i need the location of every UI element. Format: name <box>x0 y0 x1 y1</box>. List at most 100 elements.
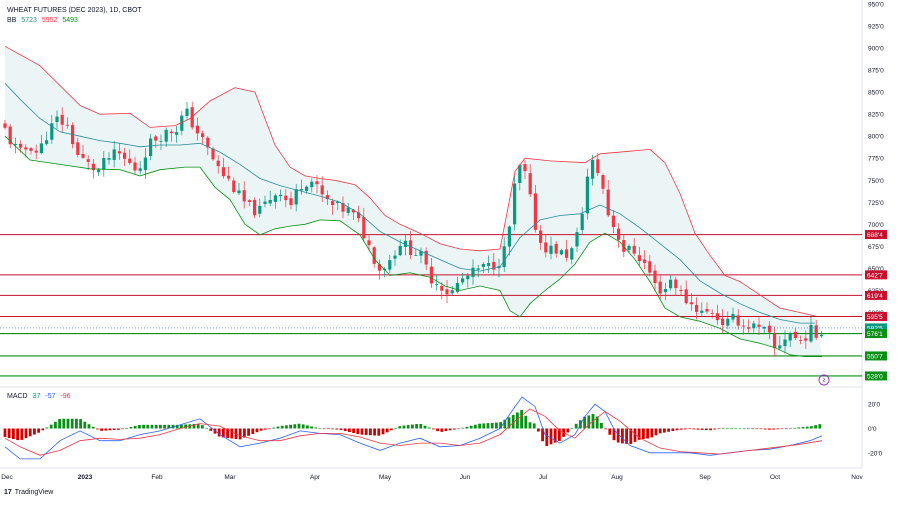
candle-body <box>736 315 740 326</box>
candle-body <box>268 199 272 204</box>
macd-axis[interactable]: 20'0 0'0 -20'0 <box>868 402 883 458</box>
price-tick-label: 775'0 <box>868 156 884 163</box>
candle-body <box>710 312 714 314</box>
candle-body <box>643 259 647 263</box>
candle-body <box>689 302 693 305</box>
candle-body <box>305 186 309 191</box>
macd-histogram-bar <box>709 428 712 431</box>
candle-body <box>336 201 340 204</box>
macd-histogram-bar <box>112 428 116 431</box>
macd-histogram-bar <box>327 428 330 430</box>
candle-body <box>637 255 641 262</box>
macd-histogram-bar <box>24 428 28 439</box>
candle-body <box>351 209 355 213</box>
macd-histogram-bar <box>642 428 645 440</box>
time-tick-label: Sep <box>699 474 711 481</box>
price-tick-label: 800'0 <box>868 134 884 141</box>
candle-body <box>97 169 101 173</box>
macd-histogram-bar <box>91 426 95 429</box>
macd-histogram-bar <box>432 428 435 430</box>
candle-body <box>242 190 246 202</box>
macd-histogram-bar <box>255 428 259 433</box>
macd-histogram-bar <box>524 415 528 429</box>
candle-body <box>674 279 678 289</box>
macd-legend: MACD 37 -57 -96 <box>7 393 71 400</box>
candle-body <box>294 189 298 205</box>
macd-histogram-bar <box>108 428 112 431</box>
macd-histogram-bar <box>768 428 771 430</box>
macd-histogram-bar <box>688 428 691 430</box>
macd-histogram-bar <box>251 428 255 434</box>
candle-body <box>206 137 210 148</box>
macd-histogram-bar <box>621 428 624 444</box>
candle-body <box>216 160 220 167</box>
candle-body <box>523 164 527 172</box>
candle-body <box>86 159 90 162</box>
macd-histogram-bar <box>797 427 801 429</box>
macd-histogram-bar <box>499 422 502 429</box>
macd-histogram-bar <box>41 428 45 431</box>
candle-body <box>29 148 33 151</box>
macd-histogram-bar <box>226 428 229 438</box>
time-axis[interactable]: Dec 2023 Feb Mar Apr May Jun Jul Aug Sep Oct Nov <box>1 474 863 481</box>
macd-histogram-bar <box>314 427 318 429</box>
macd-histogram-bar <box>87 424 91 429</box>
macd-histogram-bar <box>133 426 137 429</box>
candle-body <box>341 203 345 212</box>
candle-body <box>455 282 459 292</box>
candle-body <box>481 263 485 267</box>
candle-body <box>679 289 683 292</box>
candle-body <box>450 290 454 294</box>
macd-histogram-bar <box>427 427 431 429</box>
macd-histogram-bar <box>373 428 376 436</box>
macd-histogram-bar <box>360 428 364 435</box>
bb-legend: BB 5723 5952 5493 <box>7 17 78 24</box>
tradingview-brand[interactable]: 17 TradingView <box>4 489 53 496</box>
candle-body <box>13 144 17 145</box>
macd-histogram-bar <box>121 428 124 430</box>
replay-icon[interactable] <box>818 374 830 386</box>
macd-histogram-bar <box>180 424 183 429</box>
macd-histogram-bar <box>465 426 469 429</box>
macd-histogram-bar <box>818 424 822 429</box>
macd-histogram-bar <box>289 424 292 429</box>
candles[interactable] <box>3 101 823 357</box>
candle-body <box>570 248 574 260</box>
macd-histogram-bar <box>566 428 570 433</box>
macd-histogram-bar <box>230 428 234 439</box>
price-tick-label: 950'0 <box>868 2 884 9</box>
macd-histogram-bar <box>394 428 397 429</box>
macd-histogram-bar <box>138 424 141 429</box>
macd-histogram-bar <box>453 428 456 430</box>
candle-body <box>65 124 69 126</box>
candle-body <box>289 198 293 206</box>
candle-body <box>648 261 652 273</box>
macd-histogram-bar <box>385 428 389 433</box>
candle-body <box>39 143 43 154</box>
time-tick-label: Feb <box>151 474 163 481</box>
macd-histogram-bar <box>675 428 679 431</box>
macd-histogram-bar <box>461 427 465 429</box>
candle-body <box>783 339 787 347</box>
macd-histogram-bar <box>75 418 78 429</box>
macd-histogram-bar <box>713 428 717 430</box>
candle-body <box>377 264 381 271</box>
macd-histogram-bar <box>285 425 288 429</box>
macd-hist-value: 37 <box>32 393 41 400</box>
price-tick-label: 700'0 <box>868 222 884 229</box>
candle-body <box>263 201 267 204</box>
candle-body <box>211 148 215 160</box>
macd-histogram-bar <box>570 428 574 429</box>
time-tick-label: Nov <box>851 474 863 481</box>
macd-histogram-bar <box>595 416 599 429</box>
macd-histogram-bar <box>440 428 444 432</box>
price-axis[interactable]: 950'0 925'0 900'0 875'0 850'0 825'0 800'0 775'0… <box>868 2 884 317</box>
macd-histogram-bar <box>474 424 477 429</box>
price-level-badge <box>865 371 887 381</box>
candle-body <box>715 313 719 321</box>
macd-histogram-bar <box>604 428 607 430</box>
macd-histogram-bar <box>154 424 158 429</box>
macd-histogram-bar <box>495 422 498 429</box>
macd-histogram-bar <box>318 428 322 430</box>
